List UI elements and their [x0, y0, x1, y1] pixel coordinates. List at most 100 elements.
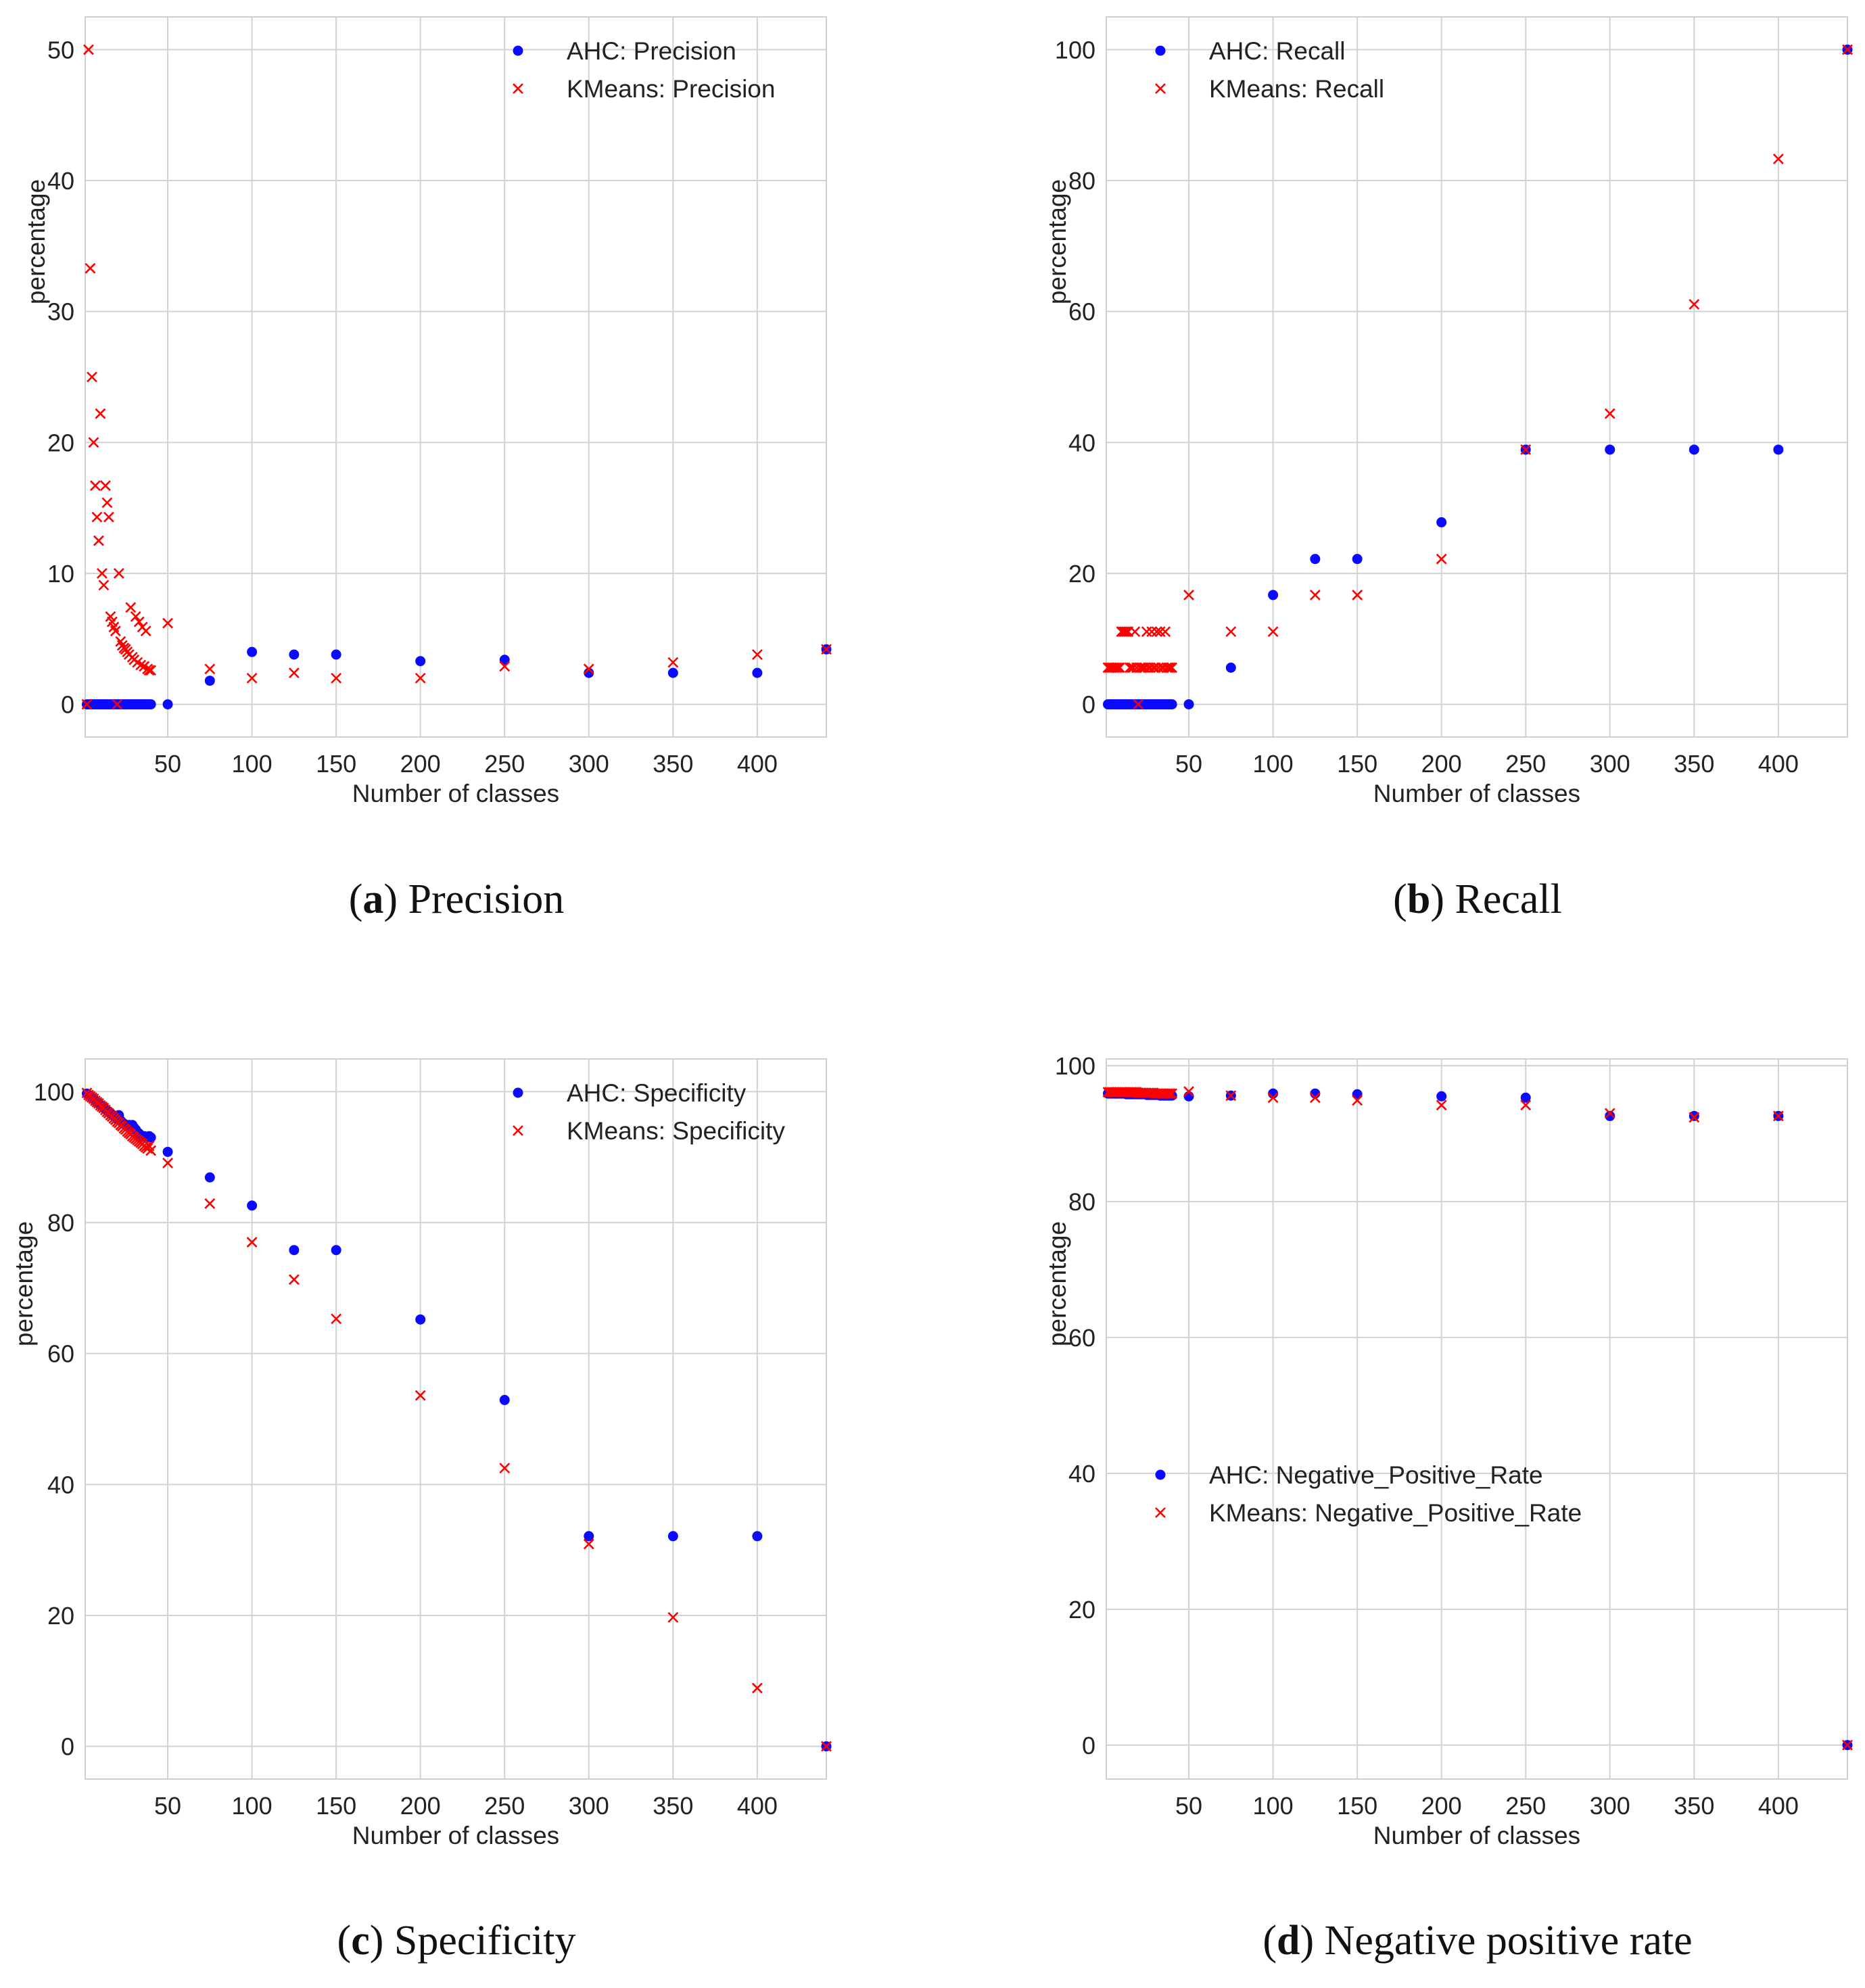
x-tick-label: 350: [1674, 1792, 1714, 1820]
legend-label: KMeans: Negative_Positive_Rate: [1209, 1499, 1582, 1527]
x-tick-label: 150: [316, 1792, 356, 1820]
x-tick-label: 150: [1337, 1792, 1377, 1820]
y-tick-label: 20: [47, 1602, 74, 1630]
panel-b-recall: 50 100 150 200 250 300 350 400 0 20 40 60 80 100 Numbe…: [1043, 16, 1853, 922]
data-point: [1773, 444, 1784, 455]
data-point: [1436, 1099, 1447, 1111]
y-tick-label: 20: [1068, 560, 1095, 588]
x-tick-label: 250: [1505, 1792, 1546, 1820]
data-point: [162, 617, 173, 629]
data-point: [751, 1682, 763, 1694]
data-point: [1117, 626, 1129, 638]
data-point: [103, 511, 114, 523]
data-point: [145, 665, 157, 676]
data-point: [1352, 554, 1363, 565]
data-point: [112, 699, 123, 710]
x-tick-label: 150: [1337, 750, 1377, 778]
data-point: [204, 1198, 216, 1209]
legend-label: AHC: Precision: [567, 37, 736, 65]
data-point: [1436, 517, 1447, 527]
data-point: [81, 699, 93, 710]
data-point: [1114, 662, 1125, 673]
y-tick-label: 30: [47, 298, 74, 326]
x-tick-label: 300: [569, 750, 609, 778]
x-tick-label: 100: [1253, 750, 1294, 778]
y-tick-label: 0: [1082, 1732, 1095, 1759]
legend-marker-x: [513, 83, 523, 94]
data-point: [331, 649, 341, 660]
y-tick-label: 100: [34, 1078, 74, 1106]
data-point: [499, 655, 510, 665]
data-point: [1160, 626, 1171, 638]
data-point: [88, 437, 99, 448]
data-point: [288, 667, 300, 679]
x-tick-label: 250: [1505, 750, 1546, 778]
series-ahc: [81, 1088, 832, 1752]
data-point: [289, 1245, 300, 1256]
data-point: [1225, 626, 1237, 638]
y-axis-label: percentage: [1043, 1221, 1071, 1346]
x-tick-label: 50: [1175, 1792, 1202, 1820]
data-point: [1605, 1110, 1615, 1121]
data-point: [98, 579, 110, 591]
x-tick-label: 200: [400, 750, 441, 778]
data-point: [751, 649, 763, 660]
series-kmeans: [1102, 1086, 1853, 1751]
data-point: [1842, 44, 1853, 55]
x-axis-label: Number of classes: [352, 780, 559, 807]
data-point: [1109, 662, 1120, 673]
data-point: [1183, 1086, 1194, 1097]
y-tick-label: 0: [1082, 691, 1095, 719]
data-point: [1267, 1092, 1279, 1104]
x-tick-label: 250: [484, 1792, 525, 1820]
data-point: [1352, 589, 1363, 600]
data-point: [1144, 662, 1156, 673]
x-tick-label: 150: [316, 750, 356, 778]
data-point: [1352, 1095, 1363, 1106]
x-tick-label: 50: [154, 1792, 181, 1820]
x-tick-label: 300: [569, 1792, 609, 1820]
data-point: [204, 663, 216, 675]
data-point: [85, 262, 96, 274]
data-point: [1436, 1091, 1447, 1102]
legend-marker-x: [1155, 83, 1166, 94]
data-point: [113, 568, 124, 579]
y-tick-label: 100: [1055, 36, 1095, 64]
data-point: [1111, 662, 1122, 673]
data-point: [1133, 699, 1144, 710]
data-point: [1146, 626, 1158, 638]
y-tick-label: 60: [47, 1340, 74, 1368]
legend-marker-dot: [1155, 1469, 1166, 1480]
plot-frame: [85, 1058, 827, 1780]
data-point: [1605, 444, 1615, 455]
data-point: [83, 44, 94, 55]
y-tick-label: 20: [1068, 1596, 1095, 1624]
data-point: [1166, 699, 1177, 710]
data-point: [1141, 626, 1152, 638]
series-kmeans: [1102, 44, 1853, 710]
x-tick-label: 50: [1175, 750, 1202, 778]
data-point: [95, 408, 106, 419]
y-tick-label: 0: [61, 691, 74, 719]
legend-marker-dot: [513, 45, 523, 56]
data-point: [1161, 662, 1173, 673]
data-point: [145, 699, 156, 710]
data-point: [415, 656, 426, 667]
panel-c-specificity: 50 100 150 200 250 300 350 400 0 20 40 60 80 100 Numbe…: [10, 1058, 832, 1964]
y-tick-label: 20: [47, 429, 74, 456]
data-point: [583, 1538, 594, 1550]
plot-frame: [1106, 16, 1848, 738]
data-point: [1164, 662, 1176, 673]
data-point: [1310, 554, 1321, 565]
x-tick-label: 100: [232, 1792, 273, 1820]
y-tick-label: 40: [47, 167, 74, 195]
data-point: [821, 644, 832, 655]
series-kmeans: [81, 44, 832, 710]
data-point: [1225, 662, 1236, 673]
data-point: [1183, 699, 1194, 710]
data-point: [415, 1314, 426, 1325]
legend: AHC: Specificity KMeans: Specificity: [513, 1079, 785, 1145]
data-point: [90, 480, 101, 492]
data-point: [1689, 299, 1700, 310]
data-point: [1164, 1088, 1176, 1099]
